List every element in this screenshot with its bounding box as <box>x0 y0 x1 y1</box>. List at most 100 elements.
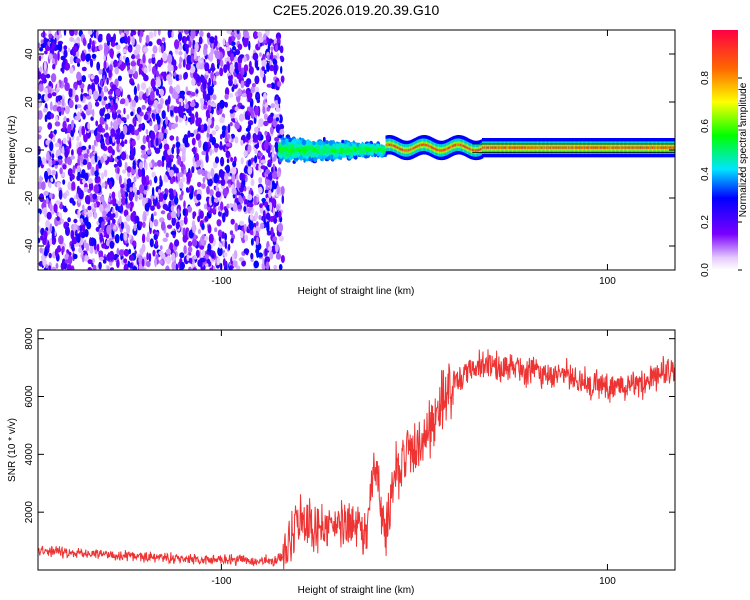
heatmap-cell <box>103 169 108 178</box>
heatmap-cell <box>201 234 205 240</box>
heatmap-cell <box>132 182 136 193</box>
heatmap-cell <box>254 144 260 149</box>
heatmap-cell <box>294 142 297 149</box>
heatmap-cell <box>99 204 104 212</box>
heatmap-cell <box>169 85 174 95</box>
heatmap-cell <box>273 217 278 224</box>
heatmap-cell <box>185 46 189 55</box>
heatmap-cell <box>171 252 176 262</box>
heatmap-cell <box>275 117 279 122</box>
heatmap-cell <box>172 144 176 149</box>
heatmap-cell <box>156 38 162 45</box>
heatmap-cell <box>84 216 89 226</box>
heatmap-cell <box>71 149 74 156</box>
heatmap-cell <box>232 160 237 168</box>
heatmap-cell <box>187 246 193 253</box>
heatmap-cell <box>115 203 118 211</box>
heatmap-cell <box>120 32 125 37</box>
heatmap-cell <box>160 221 166 231</box>
heatmap-cell <box>260 165 266 170</box>
heatmap-cell <box>279 55 284 60</box>
heatmap-cell <box>117 190 122 199</box>
heatmap-cell <box>318 155 324 160</box>
heatmap-cell <box>253 260 259 269</box>
heatmap-cell <box>211 65 215 74</box>
heatmap-cell <box>148 252 152 263</box>
heatmap-cell <box>132 266 138 270</box>
heatmap-cell <box>48 265 52 270</box>
heatmap-cell <box>208 233 214 244</box>
heatmap-cell <box>219 99 225 109</box>
heatmap-cell <box>163 132 167 139</box>
heatmap-cell <box>165 154 169 163</box>
heatmap-cell <box>133 224 137 232</box>
heatmap-cell <box>163 137 168 146</box>
heatmap-cell <box>49 223 53 233</box>
heatmap-cell <box>257 123 261 129</box>
heatmap-cell <box>168 158 171 164</box>
heatmap-cell <box>218 236 222 242</box>
heatmap-cell <box>195 111 199 119</box>
heatmap-cell <box>217 246 223 257</box>
heatmap-cell <box>195 89 199 94</box>
heatmap-cell <box>81 66 87 72</box>
heatmap-cell <box>263 120 269 127</box>
heatmap-cell <box>280 75 285 83</box>
heatmap-cell <box>243 206 247 212</box>
heatmap-cell <box>236 30 240 35</box>
heatmap-cell <box>143 74 149 82</box>
heatmap-cell <box>42 107 48 113</box>
heatmap-cell <box>155 78 162 88</box>
heatmap-cell <box>106 240 110 247</box>
heatmap-cell <box>277 96 281 105</box>
heatmap-cell <box>172 72 177 77</box>
heatmap-cell <box>104 180 108 190</box>
heatmap-cell <box>194 42 199 52</box>
heatmap-cell <box>270 50 274 61</box>
heatmap-cell <box>238 113 244 122</box>
heatmap-cell <box>267 54 270 61</box>
heatmap-cell <box>141 104 146 110</box>
heatmap-cell <box>128 254 135 261</box>
heatmap-cell <box>191 238 198 247</box>
heatmap-cell <box>269 126 274 135</box>
heatmap-cell <box>66 118 70 123</box>
heatmap-cell <box>123 97 129 107</box>
heatmap-cell <box>155 88 160 96</box>
heatmap-cell <box>110 99 114 106</box>
heatmap-cell <box>131 139 136 147</box>
heatmap-cell <box>230 53 235 62</box>
heatmap-cell <box>123 263 129 270</box>
heatmap-cell <box>227 123 231 134</box>
heatmap-cell <box>150 130 156 141</box>
heatmap-cell <box>161 37 166 42</box>
heatmap-cell <box>223 252 228 257</box>
heatmap-cell <box>183 245 187 255</box>
heatmap-cell <box>100 221 105 231</box>
heatmap-cell <box>139 184 144 194</box>
heatmap-cell <box>68 99 74 109</box>
heatmap-cell <box>48 252 52 259</box>
heatmap-cell <box>163 143 170 151</box>
heatmap-cell <box>182 234 188 243</box>
heatmap-cell <box>142 221 146 228</box>
heatmap-cell <box>52 230 55 241</box>
heatmap-cell <box>119 205 123 211</box>
heatmap-cell <box>133 176 137 183</box>
heatmap-cell <box>202 177 206 184</box>
heatmap-cell <box>266 106 271 112</box>
heatmap-cell <box>273 63 278 74</box>
heatmap-cell <box>76 50 79 58</box>
heatmap-cell <box>140 144 146 151</box>
heatmap-cell <box>181 147 186 157</box>
heatmap-cell <box>198 36 203 45</box>
heatmap-cell <box>220 201 224 211</box>
heatmap-cell <box>376 148 381 152</box>
heatmap-cell <box>137 167 143 178</box>
heatmap-cell <box>138 123 144 128</box>
heatmap-cell <box>104 44 109 55</box>
heatmap-cell <box>143 46 149 53</box>
heatmap-cell <box>75 58 81 64</box>
heatmap-cell <box>277 222 284 233</box>
